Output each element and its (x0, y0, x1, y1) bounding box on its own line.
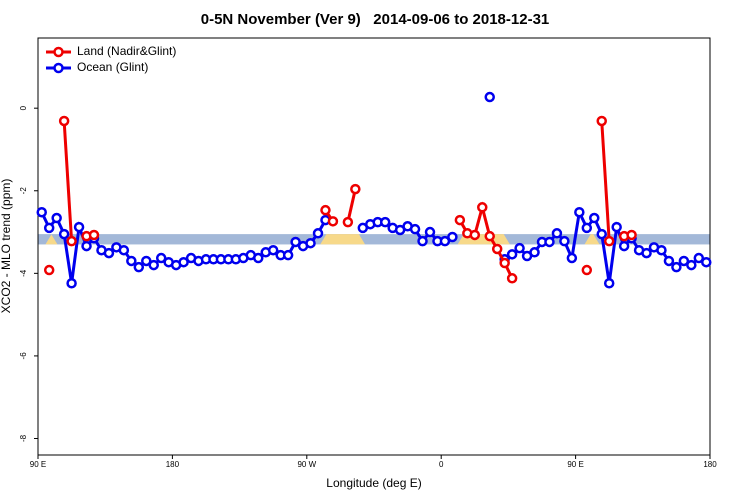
data-point (506, 249, 518, 260)
land-band (45, 234, 58, 245)
data-point (686, 259, 697, 271)
data-point (379, 216, 391, 228)
data-point (529, 247, 540, 258)
data-point (656, 244, 667, 256)
data-point (178, 256, 189, 268)
data-point (320, 204, 331, 216)
data-point (66, 235, 77, 247)
data-point (417, 235, 428, 247)
data-point (566, 252, 578, 264)
y-tick-label: 0 (19, 105, 28, 110)
data-point (312, 228, 324, 239)
land-band (320, 234, 366, 245)
data-point (506, 273, 518, 284)
data-point (678, 255, 690, 267)
x-tick-label: 90 E (30, 460, 46, 469)
data-point (439, 235, 451, 247)
data-point (43, 222, 55, 234)
data-point (641, 247, 652, 259)
x-tick-label: 0 (439, 460, 444, 469)
x-tick-label: 90 E (567, 460, 583, 469)
data-point (118, 244, 130, 256)
data-point (66, 277, 77, 289)
series-line (62, 120, 74, 242)
data-point (484, 91, 495, 103)
data-point (36, 206, 47, 218)
data-point (155, 252, 167, 264)
data-point (581, 222, 593, 234)
data-point (58, 228, 70, 240)
data-point (596, 228, 607, 240)
data-point (290, 236, 301, 248)
data-point (103, 247, 115, 259)
plot-frame (37, 37, 711, 456)
y-tick-label: -2 (19, 187, 28, 195)
legend-marker (53, 62, 64, 74)
data-point (603, 235, 615, 247)
data-point (663, 255, 675, 267)
data-point (454, 214, 466, 226)
data-point (477, 202, 488, 213)
data-point (611, 221, 622, 233)
x-tick-label: 180 (166, 460, 180, 469)
data-point (603, 277, 615, 289)
data-point (342, 216, 354, 228)
series (36, 91, 712, 289)
data-point (581, 264, 593, 276)
legend-label: Ocean (Glint) (77, 60, 148, 74)
legend-marker (53, 46, 64, 58)
data-point (671, 261, 682, 273)
legend-label: Land (Nadir&Glint) (77, 44, 176, 58)
data-point (327, 216, 339, 227)
data-point (141, 255, 152, 267)
data-point (447, 231, 458, 243)
land-band (584, 234, 600, 245)
y-axis-title: XCO2 - MLO trend (ppm) (0, 179, 13, 314)
data-point (43, 264, 55, 276)
data-point (409, 223, 421, 235)
y-tick-label: -6 (19, 352, 28, 360)
data-point (253, 252, 264, 264)
data-point (133, 261, 145, 273)
ocean-band (38, 234, 710, 245)
data-point (544, 236, 555, 248)
chart-title: 0-5N November (Ver 9) 2014-09-06 to 2018… (201, 11, 550, 28)
data-point (499, 257, 510, 269)
x-tick-label: 90 W (297, 460, 316, 469)
data-point (73, 221, 85, 233)
data-point (618, 240, 630, 252)
data-point (701, 256, 712, 268)
data-point (469, 229, 481, 241)
series-line (600, 120, 611, 242)
data-point (81, 240, 92, 252)
x-tick-label: 180 (703, 460, 717, 469)
y-tick-label: -4 (19, 269, 28, 277)
data-point (88, 229, 100, 241)
series-line (346, 188, 357, 223)
data-point (58, 115, 70, 127)
data-point (551, 228, 563, 239)
data-point (559, 235, 570, 247)
data-point (267, 244, 279, 256)
data-point (693, 252, 705, 264)
data-point (350, 183, 361, 195)
y-tick-label: -8 (19, 434, 28, 442)
data-point (282, 249, 294, 261)
series (43, 115, 637, 284)
x-axis-title: Longitude (deg E) (326, 476, 421, 490)
data-point (589, 212, 600, 224)
data-point (126, 255, 137, 267)
data-point (491, 243, 503, 255)
data-point (514, 242, 525, 254)
data-point (596, 115, 607, 127)
data-point (51, 212, 62, 224)
data-point (484, 230, 495, 242)
data-point (424, 226, 436, 238)
data-point (626, 229, 637, 241)
data-point (574, 206, 585, 218)
data-point (148, 259, 159, 271)
data-point (305, 237, 316, 249)
